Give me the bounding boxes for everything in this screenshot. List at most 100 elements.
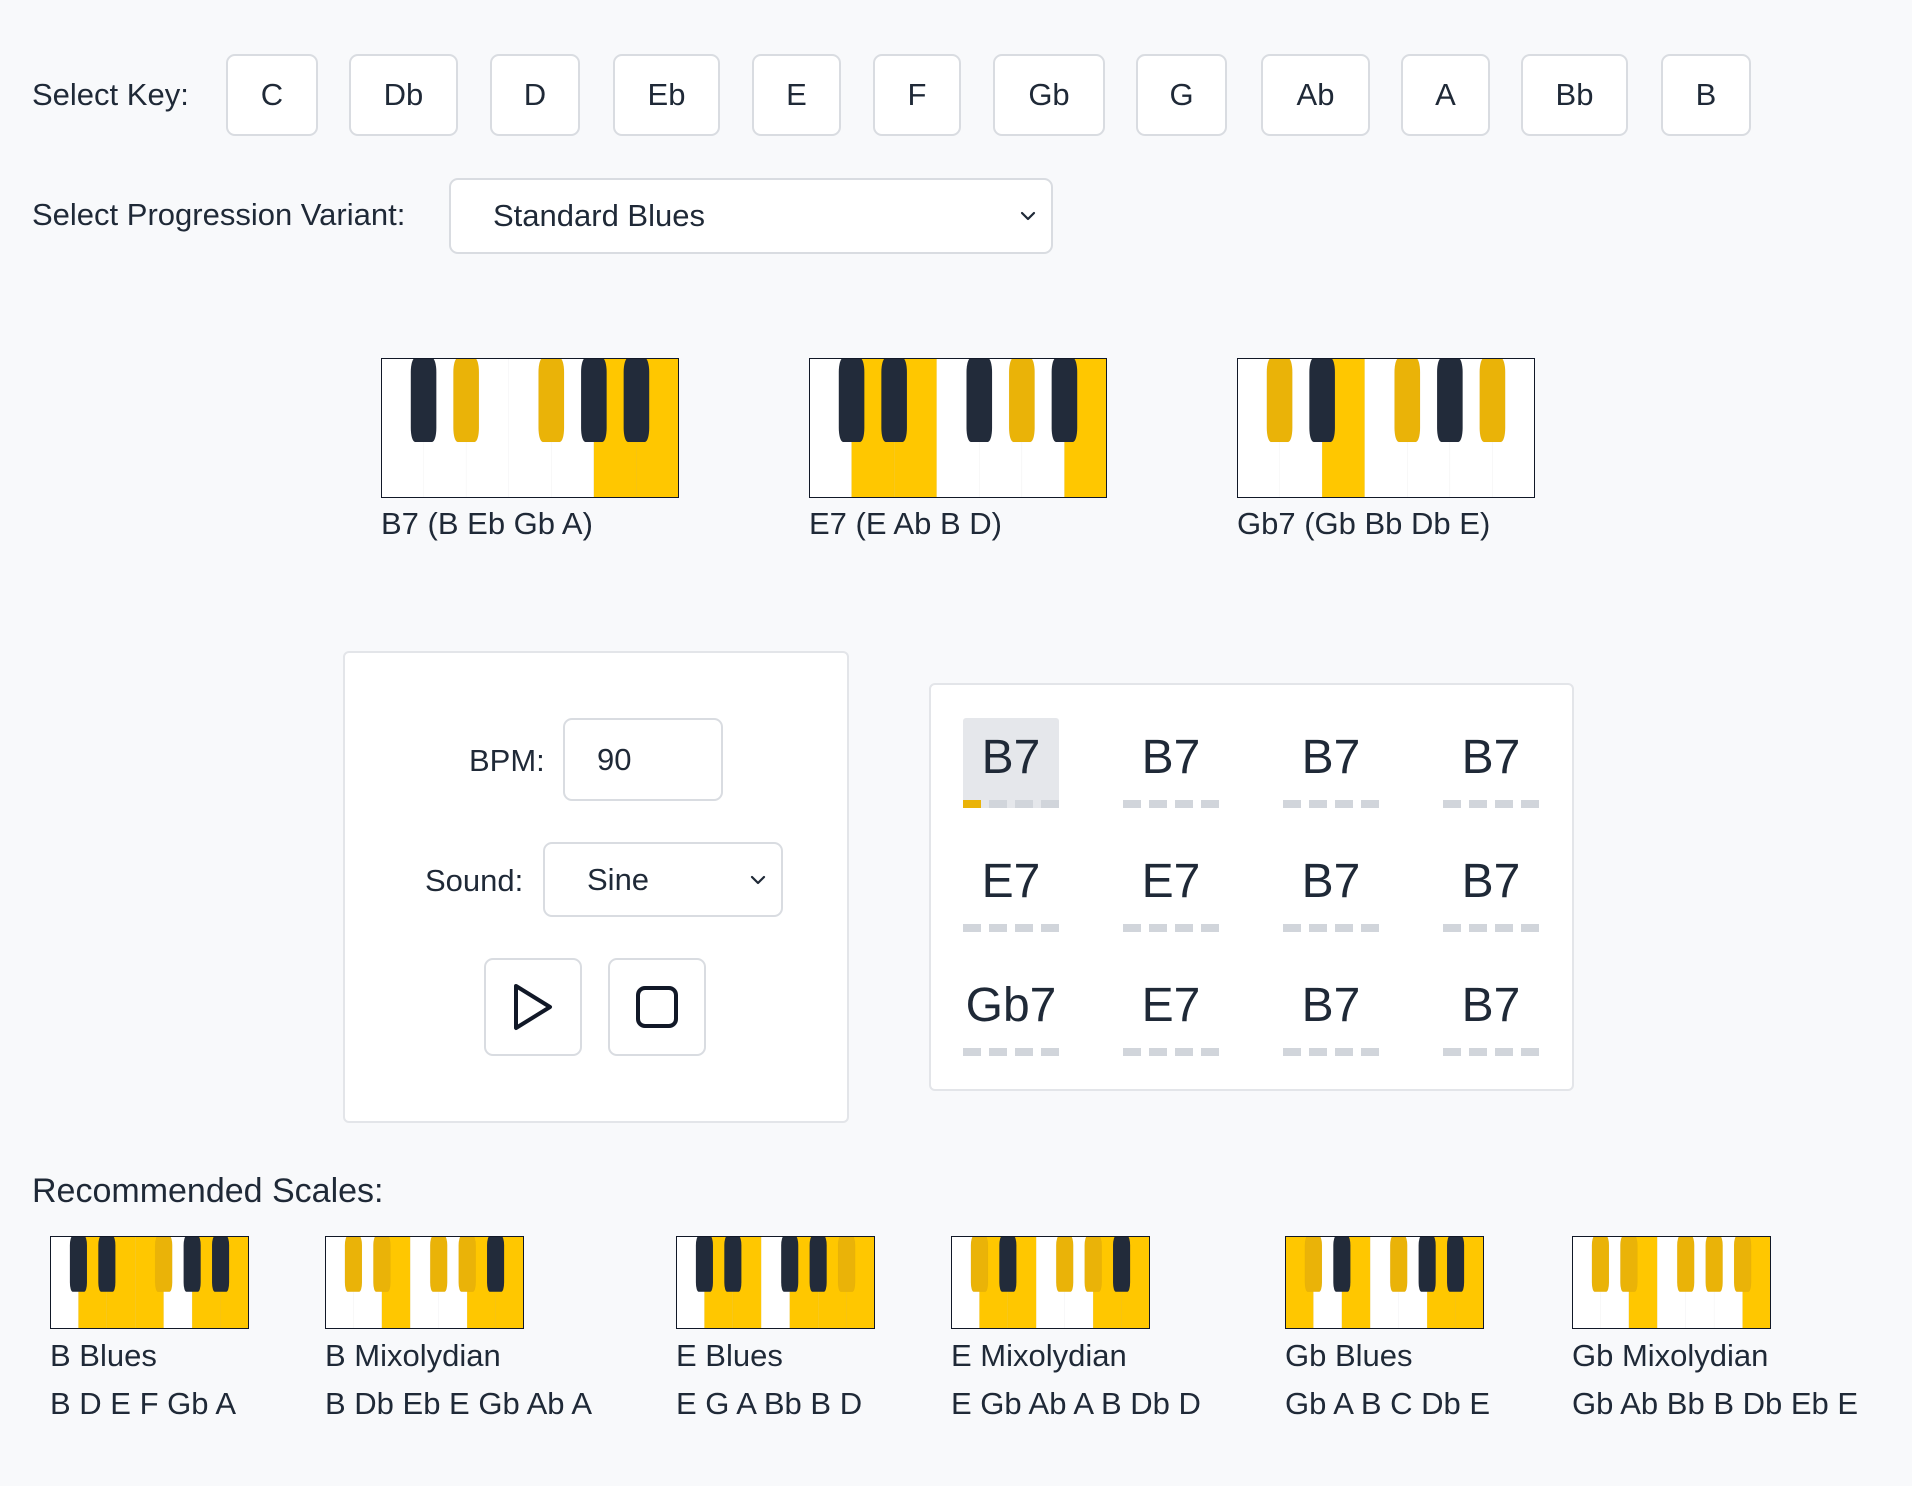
bar-chord: B7 xyxy=(1301,855,1361,908)
bar-cell[interactable]: B7 xyxy=(1283,718,1379,808)
scale-keyboard xyxy=(50,1236,249,1329)
beat-marker xyxy=(1335,1048,1353,1056)
bar-cell[interactable]: E7 xyxy=(963,842,1059,932)
chevron-down-icon xyxy=(1020,211,1036,221)
bpm-label: BPM: xyxy=(469,743,545,778)
black-key xyxy=(967,358,993,442)
scale-name: B Mixolydian xyxy=(325,1338,501,1373)
beat-marker xyxy=(989,1048,1007,1056)
bar-cell[interactable]: E7 xyxy=(1123,966,1219,1056)
bar-cell[interactable]: B7 xyxy=(1283,966,1379,1056)
black-key xyxy=(1419,1236,1436,1292)
bar-chord: E7 xyxy=(981,855,1041,908)
black-key xyxy=(212,1236,229,1292)
chord-label: Gb7 (Gb Bb Db E) xyxy=(1237,506,1491,541)
key-button-d[interactable]: D xyxy=(490,54,580,136)
beat-marker xyxy=(1309,1048,1327,1056)
black-key xyxy=(839,358,865,442)
bar-chord: B7 xyxy=(1461,979,1521,1032)
scale-keyboard xyxy=(676,1236,875,1329)
scale-piano xyxy=(676,1236,875,1329)
sound-select[interactable]: Sine xyxy=(543,842,783,917)
beat-indicators xyxy=(1123,800,1219,808)
scale-notes: E G A Bb B D xyxy=(676,1386,863,1421)
scale-name: E Mixolydian xyxy=(951,1338,1127,1373)
black-key xyxy=(838,1236,855,1292)
bar-cell[interactable]: B7 xyxy=(1283,842,1379,932)
beat-marker xyxy=(1443,924,1461,932)
beat-marker xyxy=(1443,800,1461,808)
key-button-eb[interactable]: Eb xyxy=(613,54,720,136)
beat-marker xyxy=(1175,924,1193,932)
beat-marker xyxy=(1521,924,1539,932)
bar-chord: B7 xyxy=(1461,855,1521,908)
beat-marker xyxy=(1149,800,1167,808)
stop-button[interactable] xyxy=(608,958,706,1056)
scale-keyboard xyxy=(1285,1236,1484,1329)
black-key xyxy=(1390,1236,1407,1292)
beat-marker xyxy=(963,1048,981,1056)
black-key xyxy=(98,1236,115,1292)
scale-notes: B Db Eb E Gb Ab A xyxy=(325,1386,593,1421)
key-button-c[interactable]: C xyxy=(226,54,318,136)
beat-marker xyxy=(1335,800,1353,808)
key-button-gb[interactable]: Gb xyxy=(993,54,1105,136)
progression-variant-value: Standard Blues xyxy=(493,198,705,233)
beat-marker xyxy=(1201,1048,1219,1056)
key-button-a[interactable]: A xyxy=(1401,54,1490,136)
beat-marker xyxy=(1123,800,1141,808)
beat-marker xyxy=(1309,800,1327,808)
black-key xyxy=(1305,1236,1322,1292)
chord-piano xyxy=(1237,358,1535,498)
beat-marker xyxy=(1201,800,1219,808)
key-button-b[interactable]: B xyxy=(1661,54,1751,136)
key-button-f[interactable]: F xyxy=(873,54,961,136)
bar-chord: B7 xyxy=(981,731,1041,784)
black-key xyxy=(1333,1236,1350,1292)
bar-cell[interactable]: B7 xyxy=(1123,718,1219,808)
beat-indicators xyxy=(1283,1048,1379,1056)
key-button-e[interactable]: E xyxy=(752,54,841,136)
black-key xyxy=(1009,358,1035,442)
bar-cell[interactable]: B7 xyxy=(1443,966,1539,1056)
black-key xyxy=(810,1236,827,1292)
black-key xyxy=(155,1236,172,1292)
scale-name: B Blues xyxy=(50,1338,157,1373)
beat-marker xyxy=(1283,1048,1301,1056)
bar-cell[interactable]: B7 xyxy=(963,718,1059,808)
bar-cell[interactable]: B7 xyxy=(1443,718,1539,808)
key-button-bb[interactable]: Bb xyxy=(1521,54,1628,136)
black-key xyxy=(1395,358,1421,442)
chord-label: E7 (E Ab B D) xyxy=(809,506,1002,541)
sound-label: Sound: xyxy=(425,863,524,898)
key-button-g[interactable]: G xyxy=(1136,54,1227,136)
beat-marker xyxy=(1123,924,1141,932)
scale-notes: E Gb Ab A B Db D xyxy=(951,1386,1201,1421)
beat-marker xyxy=(1015,924,1033,932)
bar-cell[interactable]: Gb7 xyxy=(963,966,1059,1056)
play-button[interactable] xyxy=(484,958,582,1056)
beat-marker xyxy=(1283,800,1301,808)
scale-piano xyxy=(325,1236,524,1329)
black-key xyxy=(1085,1236,1102,1292)
beat-marker xyxy=(963,924,981,932)
black-key xyxy=(581,358,607,442)
black-key xyxy=(1592,1236,1609,1292)
beat-marker xyxy=(1201,924,1219,932)
key-button-db[interactable]: Db xyxy=(349,54,458,136)
black-key xyxy=(1734,1236,1751,1292)
black-key xyxy=(373,1236,390,1292)
beat-marker xyxy=(1149,1048,1167,1056)
bar-cell[interactable]: E7 xyxy=(1123,842,1219,932)
bpm-input[interactable]: 90 xyxy=(563,718,723,801)
beat-indicators xyxy=(1283,924,1379,932)
key-button-ab[interactable]: Ab xyxy=(1261,54,1370,136)
select-key-label: Select Key: xyxy=(32,77,189,112)
beat-marker xyxy=(1361,1048,1379,1056)
beat-marker xyxy=(1041,1048,1059,1056)
play-icon xyxy=(514,984,552,1030)
beat-marker xyxy=(1283,924,1301,932)
black-key xyxy=(881,358,907,442)
bar-cell[interactable]: B7 xyxy=(1443,842,1539,932)
progression-variant-select[interactable]: Standard Blues xyxy=(449,178,1053,254)
